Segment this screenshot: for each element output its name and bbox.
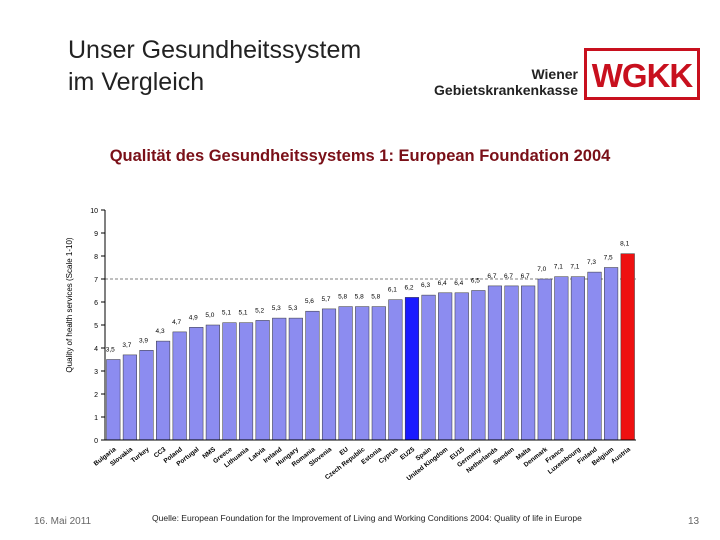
x-tick-label: Turkey bbox=[130, 446, 151, 465]
bar-value-label: 6,7 bbox=[521, 273, 530, 280]
bar-slovakia bbox=[122, 354, 137, 441]
bar-value-label: 4,3 bbox=[156, 328, 165, 335]
bar-poland bbox=[172, 331, 187, 441]
bar-austria bbox=[620, 253, 635, 441]
bar-united-kingdom bbox=[438, 292, 453, 441]
bar-value-label: 4,9 bbox=[189, 314, 198, 321]
bar-cc3 bbox=[156, 340, 171, 441]
bar-eu bbox=[338, 306, 353, 441]
bar-romania bbox=[305, 310, 320, 441]
y-tick-label: 0 bbox=[94, 438, 98, 445]
bar-value-label: 3,7 bbox=[122, 342, 131, 349]
wgkk-logo: WGKK bbox=[584, 48, 700, 100]
bar-hungary bbox=[288, 317, 303, 441]
brand-line1: Wiener bbox=[531, 66, 578, 82]
bar-bulgaria bbox=[106, 359, 121, 441]
bar-value-label: 3,5 bbox=[106, 347, 115, 354]
bar-value-label: 3,9 bbox=[139, 337, 148, 344]
bar-value-label: 5,3 bbox=[272, 305, 281, 312]
bar-value-label: 6,1 bbox=[388, 287, 397, 294]
footer-source: Quelle: European Foundation for the Impr… bbox=[152, 513, 582, 523]
bar-netherlands bbox=[487, 285, 503, 441]
bar-belgium bbox=[604, 267, 619, 441]
bar-value-label: 6,7 bbox=[487, 273, 496, 280]
bar-value-label: 5,7 bbox=[321, 296, 330, 303]
y-tick-label: 4 bbox=[94, 346, 98, 353]
bar-value-label: 7,1 bbox=[570, 264, 579, 271]
brand-name: Wiener Gebietskrankenkasse bbox=[430, 66, 578, 98]
footer-date: 16. Mai 2011 bbox=[34, 516, 92, 527]
bar-malta bbox=[521, 285, 536, 441]
bar-cyprus bbox=[388, 299, 403, 441]
y-tick-label: 3 bbox=[94, 369, 98, 376]
bar-value-label: 7,5 bbox=[604, 255, 613, 262]
bar-latvia bbox=[255, 320, 270, 441]
bar-estonia bbox=[371, 306, 386, 441]
y-tick-label: 10 bbox=[90, 208, 98, 215]
bar-value-label: 7,0 bbox=[537, 266, 546, 273]
bar-turkey bbox=[139, 350, 154, 441]
bar-value-label: 5,2 bbox=[255, 307, 264, 314]
y-tick-label: 8 bbox=[94, 254, 98, 261]
bar-czech-republic bbox=[355, 306, 370, 441]
bar-value-label: 5,8 bbox=[371, 294, 380, 301]
bar-value-label: 5,0 bbox=[205, 312, 214, 319]
x-tick-label: EU25 bbox=[399, 446, 416, 462]
logo-text: WGKK bbox=[592, 57, 694, 94]
y-tick-label: 1 bbox=[94, 415, 98, 422]
bar-france bbox=[554, 276, 569, 441]
bar-lithuania bbox=[238, 322, 254, 441]
bar-denmark bbox=[537, 278, 552, 441]
bar-value-label: 6,2 bbox=[404, 284, 413, 291]
bar-value-label: 6,4 bbox=[438, 280, 447, 287]
slide-title-line1: Unser Gesundheitssystem bbox=[68, 36, 362, 64]
brand-line2: Gebietskrankenkasse bbox=[434, 82, 578, 98]
bar-finland bbox=[587, 271, 602, 441]
bar-portugal bbox=[189, 327, 204, 441]
y-tick-label: 6 bbox=[94, 300, 98, 307]
bar-value-label: 7,3 bbox=[587, 259, 596, 266]
bar-value-label: 5,1 bbox=[239, 310, 248, 317]
bar-value-label: 5,3 bbox=[288, 305, 297, 312]
bar-greece bbox=[222, 322, 237, 441]
bar-value-label: 6,7 bbox=[504, 273, 513, 280]
bar-value-label: 5,6 bbox=[305, 298, 314, 305]
chart-heading: Qualität des Gesundheitssystems 1: Europ… bbox=[109, 147, 611, 165]
logo-frame bbox=[584, 48, 700, 100]
y-tick-label: 5 bbox=[94, 323, 98, 330]
bar-nms bbox=[205, 324, 220, 441]
y-tick-label: 9 bbox=[94, 231, 98, 238]
bar-value-label: 8,1 bbox=[620, 241, 629, 248]
y-tick-label: 2 bbox=[94, 392, 98, 399]
bar-germany bbox=[471, 290, 486, 441]
page-number: 13 bbox=[688, 516, 700, 527]
bar-spain bbox=[421, 294, 436, 441]
bar-eu15 bbox=[454, 292, 469, 441]
bar-value-label: 7,1 bbox=[554, 264, 563, 271]
y-axis-label: Quality of health services (Scale 1-10) bbox=[65, 237, 74, 373]
bar-value-label: 6,4 bbox=[454, 280, 463, 287]
bar-eu25 bbox=[404, 297, 420, 441]
bar-value-label: 4,7 bbox=[172, 319, 181, 326]
x-tick-label: Austria bbox=[610, 446, 632, 466]
bar-ireland bbox=[272, 317, 287, 441]
slide-title: Unser Gesundheitssystem im Vergleich bbox=[68, 34, 361, 98]
x-tick-label: EU bbox=[338, 446, 350, 457]
bar-sweden bbox=[504, 285, 519, 441]
bar-value-label: 5,8 bbox=[338, 294, 347, 301]
y-tick-label: 7 bbox=[94, 277, 98, 284]
bar-value-label: 6,5 bbox=[471, 278, 480, 285]
bar-value-label: 5,1 bbox=[222, 310, 231, 317]
slide-title-line2: im Vergleich bbox=[68, 68, 205, 96]
bar-luxembourg bbox=[570, 276, 585, 441]
bar-value-label: 5,8 bbox=[355, 294, 364, 301]
bar-value-label: 6,3 bbox=[421, 282, 430, 289]
bar-chart: Quality of health services (Scale 1-10) … bbox=[65, 208, 636, 482]
x-tick-label: Cyprus bbox=[378, 446, 400, 466]
bar-slovenia bbox=[321, 308, 337, 441]
